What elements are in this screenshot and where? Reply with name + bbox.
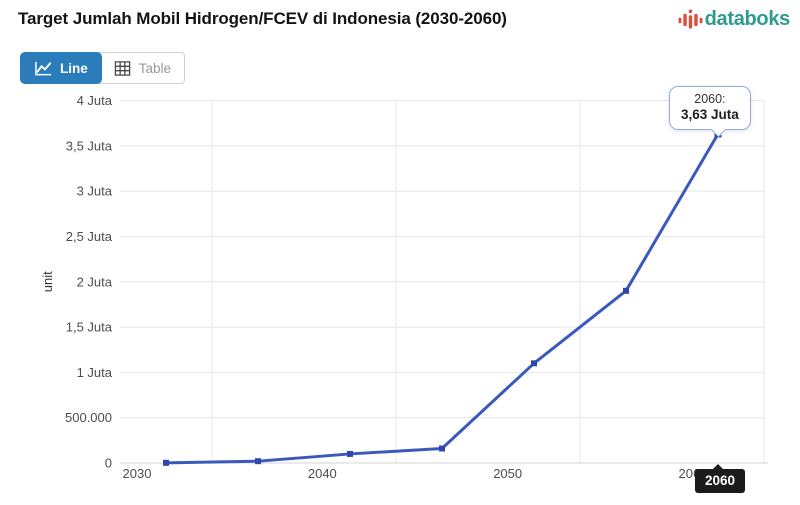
y-tick-label: 2,5 Juta bbox=[66, 229, 113, 244]
tooltip-value: 3,63 Juta bbox=[681, 107, 739, 123]
point-tooltip: 2060: 3,63 Juta bbox=[669, 86, 751, 138]
y-tick-label: 500.000 bbox=[65, 410, 112, 425]
y-tick-label: 1 Juta bbox=[77, 365, 113, 380]
data-point-marker[interactable] bbox=[347, 450, 353, 457]
table-icon bbox=[113, 60, 132, 77]
y-tick-label: 3,5 Juta bbox=[66, 138, 113, 153]
y-tick-label: 1,5 Juta bbox=[66, 320, 113, 335]
table-view-button[interactable]: Table bbox=[98, 52, 186, 84]
series-line bbox=[164, 132, 720, 465]
data-point-marker[interactable] bbox=[439, 445, 445, 452]
y-tick-label: 2 Juta bbox=[77, 274, 113, 289]
x-tick-label: 2030 bbox=[123, 466, 152, 481]
line-chart-icon bbox=[34, 60, 53, 77]
databoks-logo[interactable]: databoks bbox=[678, 8, 790, 31]
page-title: Target Jumlah Mobil Hidrogen/FCEV di Ind… bbox=[18, 9, 507, 28]
tooltip-category: 2060: bbox=[694, 92, 726, 107]
x-tick-label: 2040 bbox=[308, 466, 337, 481]
y-tick-label: 3 Juta bbox=[77, 184, 113, 199]
x-axis-hover-label: 2060 bbox=[695, 464, 745, 493]
table-view-label: Table bbox=[138, 60, 172, 76]
y-tick-label: 0 bbox=[105, 456, 112, 471]
data-point-marker[interactable] bbox=[255, 458, 261, 465]
line-view-button[interactable]: Line bbox=[20, 52, 102, 84]
y-axis-title: unit bbox=[40, 271, 55, 292]
line-view-label: Line bbox=[60, 60, 88, 76]
y-tick-label: 4 Juta bbox=[77, 93, 113, 108]
view-toggle: Line Table bbox=[20, 52, 186, 84]
x-tick-label: 2050 bbox=[493, 466, 522, 481]
databoks-bars-icon bbox=[678, 8, 703, 31]
data-point-marker[interactable] bbox=[531, 360, 537, 367]
data-point-marker[interactable] bbox=[163, 459, 169, 466]
databoks-wordmark: databoks bbox=[704, 8, 791, 30]
data-point-marker[interactable] bbox=[623, 287, 629, 294]
x-axis-hover-text: 2060 bbox=[704, 473, 736, 488]
